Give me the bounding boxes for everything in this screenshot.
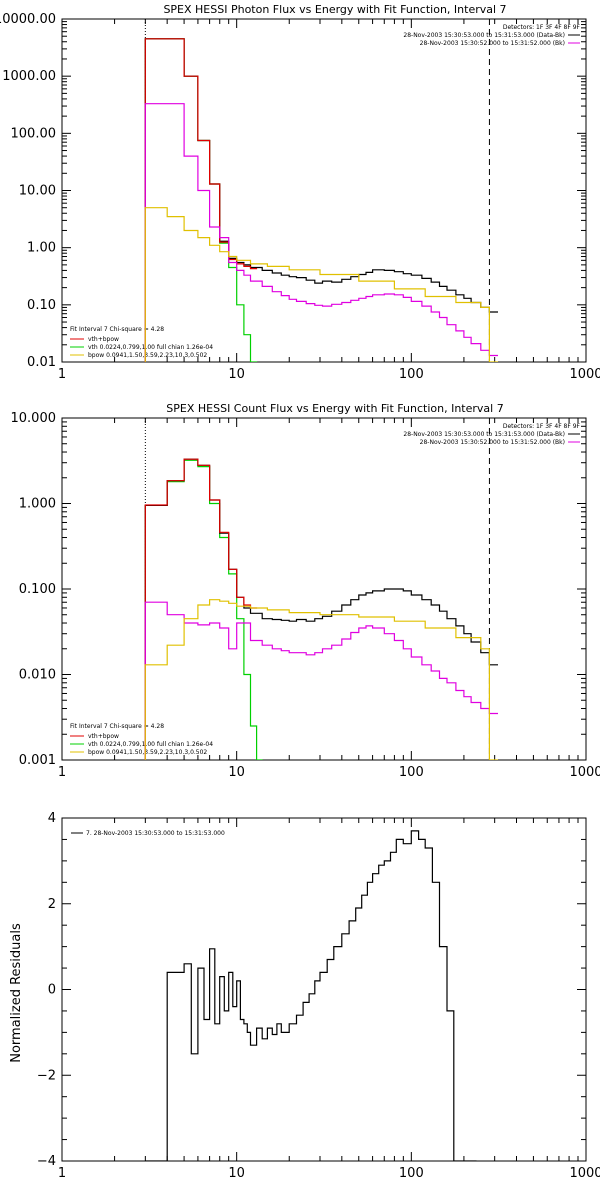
count-flux-ytick-label: 0.001 [19, 753, 56, 768]
count-flux-xtick-label: 10 [228, 765, 245, 780]
count-flux-header: Detectors: 1F 3F 4F 8F 9F 28-Nov-2003 15… [403, 423, 580, 446]
photon-header-line-3: 28-Nov-2003 15:30:52.000 to 15:31:52.000… [420, 40, 565, 47]
photon-flux-series-group [144, 38, 498, 362]
photon-legend-header: Fit Interval 7 Chi-square = 4.28 [70, 326, 164, 333]
photon-flux-series-bpow [144, 207, 498, 362]
residuals-xtick-label: 10 [228, 1166, 245, 1181]
count-legend-label-total: vth+bpow [88, 733, 119, 740]
residuals-legend: 7. 28-Nov-2003 15:30:53.000 to 15:31:53.… [71, 830, 225, 837]
count-flux-frame [61, 417, 587, 761]
count-flux-ytick-label: 1.000 [19, 497, 56, 512]
residuals-xtick-label: 1000 [569, 1166, 600, 1181]
residuals-xtick-label: 1 [58, 1166, 66, 1181]
photon-flux-frame [61, 18, 587, 363]
photon-flux-ytick-label: 1000.00 [2, 69, 56, 84]
residuals-chart: Normalized Residuals 7. 28-Nov-2003 15:3… [9, 830, 225, 1063]
count-flux-ytick-label: 0.010 [19, 668, 56, 683]
count-flux-title: SPEX HESSI Count Flux vs Energy with Fit… [166, 402, 503, 415]
residuals-plot-area: 1 10 100 1000 −4 −2 0 2 4 [37, 811, 600, 1181]
residuals-series-group [145, 830, 477, 1161]
photon-flux-plot-area: 1 10 100 1000 0.01 0.10 1.00 10.00 100.00 1000.00… [0, 12, 600, 382]
photon-flux-xtick-label: 1000 [569, 367, 600, 382]
residuals-frame [61, 817, 587, 1162]
photon-flux-xtick-label: 10 [228, 367, 245, 382]
photon-header-line-1: Detectors: 1F 3F 4F 8F 9F [503, 24, 581, 31]
count-flux-series-total [144, 458, 258, 760]
count-flux-ytick-label: 0.100 [19, 582, 56, 597]
photon-flux-ytick-label: 1.00 [27, 241, 56, 256]
residuals-ytick-label: 0 [48, 983, 56, 998]
count-flux-xtick-label: 1000 [569, 765, 600, 780]
count-flux-legend: Fit Interval 7 Chi-square = 4.28 vth+bpo… [70, 723, 213, 756]
residuals-ytick-label: −2 [37, 1068, 56, 1083]
photon-flux-chart: SPEX HESSI Photon Flux vs Energy with Fi… [70, 3, 581, 359]
count-header-line-3: 28-Nov-2003 15:30:52.000 to 15:31:52.000… [420, 439, 565, 446]
photon-flux-series-total [144, 38, 258, 362]
photon-flux-legend: Fit Interval 7 Chi-square = 4.28 vth+bpo… [70, 326, 213, 359]
photon-flux-xtick-label: 100 [399, 367, 424, 382]
count-legend-label-bpow: bpow 0.0941,1.50,3.59,2.23,10.3,0.502 [88, 749, 207, 756]
photon-flux-title: SPEX HESSI Photon Flux vs Energy with Fi… [163, 3, 506, 16]
count-flux-series-group [144, 458, 498, 760]
residuals-series-data [145, 830, 477, 1161]
photon-flux-ytick-label: 100.00 [11, 126, 57, 141]
residuals-ytick-label: 4 [48, 811, 56, 826]
photon-flux-ytick-label: 10000.00 [0, 12, 56, 27]
count-header-line-1: Detectors: 1F 3F 4F 8F 9F [503, 423, 581, 430]
photon-flux-xtick-label: 1 [58, 367, 66, 382]
count-flux-ytick-label: 10.000 [11, 411, 57, 426]
photon-flux-header: Detectors: 1F 3F 4F 8F 9F 28-Nov-2003 15… [403, 24, 580, 47]
count-flux-chart: SPEX HESSI Count Flux vs Energy with Fit… [70, 402, 581, 756]
residuals-ytick-label: −4 [37, 1154, 56, 1169]
count-flux-series-vth [144, 459, 263, 760]
count-flux-series-bpow [144, 599, 498, 760]
count-flux-xtick-label: 100 [399, 765, 424, 780]
photon-flux-ytick-label: 10.00 [19, 184, 56, 199]
count-header-line-2: 28-Nov-2003 15:30:53.000 to 15:31:53.000… [403, 431, 565, 438]
photon-legend-label-bpow: bpow 0.0941,1.50,3.59,2.23,10.3,0.502 [88, 352, 207, 359]
photon-flux-series-data [144, 38, 498, 362]
photon-legend-label-vth: vth 0.0224,0.799,1.00 full chian 1.26e-0… [88, 344, 213, 351]
residuals-ylabel: Normalized Residuals [9, 923, 24, 1063]
count-flux-xtick-label: 1 [58, 765, 66, 780]
photon-flux-series-vth [144, 38, 258, 362]
count-flux-series-vth_plus_bpow [144, 601, 498, 760]
photon-legend-label-total: vth+bpow [88, 336, 119, 343]
photon-flux-ytick-label: 0.10 [27, 298, 56, 313]
photon-flux-ytick-label: 0.01 [27, 355, 56, 370]
residuals-ytick-label: 2 [48, 897, 56, 912]
count-legend-header: Fit Interval 7 Chi-square = 4.28 [70, 723, 164, 730]
residuals-xtick-label: 100 [399, 1166, 424, 1181]
photon-header-line-2: 28-Nov-2003 15:30:53.000 to 15:31:53.000… [403, 32, 565, 39]
count-flux-plot-area: 1 10 100 1000 0.001 0.010 0.100 1.000 10.000 [11, 411, 600, 780]
count-legend-label-vth: vth 0.0224,0.799,1.00 full chian 1.26e-0… [88, 741, 213, 748]
residuals-legend-label: 7. 28-Nov-2003 15:30:53.000 to 15:31:53.… [86, 830, 225, 837]
photon-flux-series-vth_plus_bpow [144, 103, 498, 362]
